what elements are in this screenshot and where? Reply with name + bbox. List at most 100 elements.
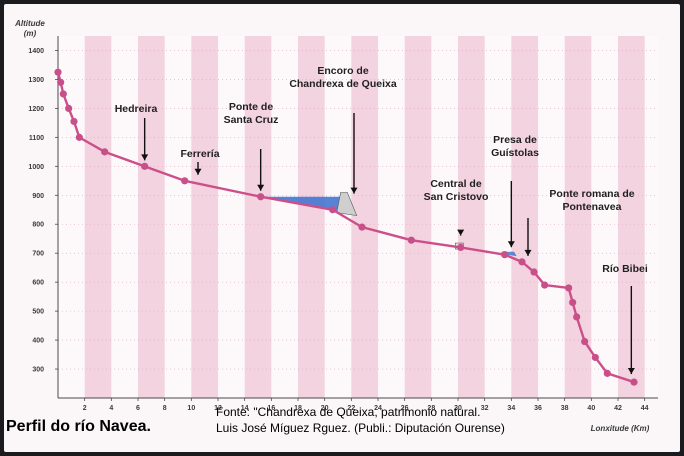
arrowhead-icon bbox=[257, 184, 265, 191]
grid-band bbox=[564, 36, 592, 398]
source-line: Luis José Míguez Rguez. (Publi.: Diputac… bbox=[216, 421, 505, 435]
x-tick-label: 42 bbox=[614, 405, 622, 412]
grid-band bbox=[138, 36, 165, 398]
arrowhead-icon bbox=[350, 187, 358, 194]
arrowhead-icon bbox=[141, 154, 149, 161]
grid-band bbox=[191, 36, 218, 398]
profile-point bbox=[59, 90, 67, 98]
x-tick-label: 14 bbox=[241, 405, 249, 412]
annotation-label: Hedreira bbox=[115, 103, 158, 115]
x-tick-label: 32 bbox=[481, 405, 489, 412]
grid-bands bbox=[58, 36, 658, 398]
x-axis-label: Lonxitude (Km) bbox=[591, 424, 650, 433]
profile-point bbox=[630, 378, 638, 386]
x-tick-labels: 2 4 6 8 10 12 14 16 18 20 22 24 26 28 30 32 34 36 38 40 42 44 bbox=[83, 398, 649, 412]
profile-point bbox=[457, 243, 465, 252]
annotation-label: Central de bbox=[430, 178, 482, 190]
x-tick-label: 30 bbox=[454, 405, 462, 412]
profile-point bbox=[101, 148, 109, 156]
grid-band bbox=[351, 36, 378, 398]
source-line: Fonte: "Chandrexa de Queixa, patrimonio … bbox=[216, 405, 481, 419]
profile-point bbox=[358, 223, 366, 231]
y-axis-label-line: (m) bbox=[24, 29, 37, 38]
y-axis-label: Altitude(m) bbox=[14, 19, 45, 38]
profile-point bbox=[54, 68, 62, 76]
profile-point bbox=[541, 281, 549, 289]
x-tick-label: 36 bbox=[534, 405, 542, 412]
axes bbox=[57, 36, 658, 399]
y-tick-label: 300 bbox=[32, 367, 44, 374]
y-tick-label: 400 bbox=[32, 338, 44, 345]
y-tick-label: 1100 bbox=[29, 135, 44, 142]
profile-point bbox=[75, 133, 83, 141]
x-tick-label: 12 bbox=[214, 405, 222, 412]
y-tick-label: 700 bbox=[32, 251, 44, 258]
arrowhead-icon bbox=[524, 249, 532, 256]
x-tick-label: 2 bbox=[83, 405, 87, 412]
x-tick-label: 22 bbox=[347, 405, 355, 412]
chart-caption: Perfil do río Navea. bbox=[6, 418, 151, 435]
profile-point bbox=[257, 193, 265, 201]
x-tick-label: 34 bbox=[507, 405, 515, 412]
reservoir-water bbox=[260, 196, 344, 213]
profile-point bbox=[565, 284, 573, 292]
x-tick-label: 38 bbox=[561, 405, 569, 412]
y-tick-label: 1400 bbox=[28, 48, 44, 55]
y-tick-labels: 300 400 500 600 700 800 900 1000 1100 1200 1300 140… bbox=[28, 48, 58, 374]
profile-point bbox=[141, 162, 149, 170]
annotation-label: Presa de bbox=[493, 134, 537, 146]
y-tick-label: 1000 bbox=[28, 164, 44, 171]
profile-point bbox=[329, 206, 337, 214]
arrowhead-icon bbox=[457, 229, 465, 236]
x-tick-label: 40 bbox=[587, 405, 595, 412]
x-tick-label: 4 bbox=[109, 405, 113, 412]
x-tick-label: 28 bbox=[427, 405, 435, 412]
x-tick-label: 18 bbox=[294, 405, 302, 412]
y-tick-label: 600 bbox=[32, 280, 44, 287]
grid-band bbox=[244, 36, 272, 398]
y-axis-label-line: Altitude bbox=[14, 19, 45, 28]
profile-point bbox=[501, 251, 509, 259]
profile-point bbox=[65, 104, 73, 112]
profile-point bbox=[181, 177, 189, 185]
grid-band bbox=[458, 36, 485, 398]
profile-point bbox=[407, 236, 415, 244]
annotation-label: Encoro de bbox=[317, 65, 369, 77]
y-tick-label: 1200 bbox=[28, 106, 44, 113]
arrowhead-icon bbox=[194, 168, 202, 175]
annotation-label: San Cristovo bbox=[424, 191, 489, 203]
dam-wall bbox=[336, 192, 358, 216]
x-tick-label: 6 bbox=[136, 405, 140, 412]
profile-point bbox=[581, 337, 589, 346]
x-tick-label: 8 bbox=[163, 405, 167, 412]
annotation-label: Ferrería bbox=[180, 148, 219, 160]
annotation-label: Santa Cruz bbox=[224, 114, 279, 126]
x-tick-label: 16 bbox=[267, 405, 275, 412]
profile-point bbox=[57, 78, 65, 86]
x-tick-label: 44 bbox=[641, 405, 649, 412]
profile-point bbox=[603, 369, 611, 377]
annotation-label: Río Bibei bbox=[602, 263, 648, 275]
grid-band bbox=[298, 36, 325, 398]
profile-point bbox=[530, 268, 538, 276]
profile-point bbox=[569, 298, 577, 307]
grid-band bbox=[84, 36, 112, 398]
annotation-label: Guístolas bbox=[491, 147, 539, 159]
arrowhead-icon bbox=[627, 368, 635, 375]
x-tick-label: 26 bbox=[401, 405, 409, 412]
x-tick-label: 20 bbox=[321, 405, 329, 412]
y-tick-label: 800 bbox=[32, 222, 44, 229]
x-tick-label: 10 bbox=[187, 405, 195, 412]
profile-point bbox=[591, 353, 599, 362]
annotation-label: Ponte romana de bbox=[549, 188, 634, 200]
profile-points bbox=[54, 68, 638, 386]
x-tick-label: 24 bbox=[374, 405, 382, 412]
annotation-label: Ponte de bbox=[229, 101, 273, 113]
profile-point bbox=[70, 117, 78, 126]
annotation-label: Chandrexa de Queixa bbox=[289, 78, 397, 90]
arrowhead-icon bbox=[507, 241, 515, 248]
y-tick-label: 500 bbox=[32, 309, 44, 316]
y-tick-label: 1300 bbox=[28, 77, 44, 84]
